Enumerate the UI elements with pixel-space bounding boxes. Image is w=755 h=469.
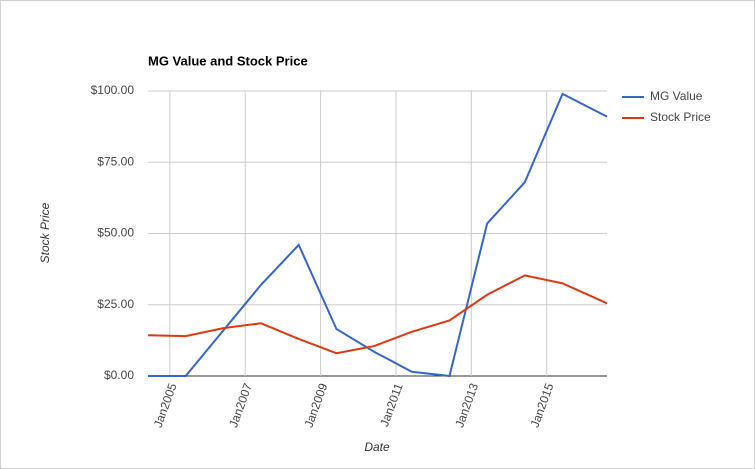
- data-line: [147, 274, 608, 355]
- legend-label: Stock Price: [650, 110, 711, 124]
- x-axis-title: Date: [364, 440, 390, 454]
- chart-title: MG Value and Stock Price: [148, 53, 308, 68]
- legend-label: MG Value: [650, 89, 703, 103]
- y-tick-label: $0.00: [104, 368, 134, 382]
- data-line: [148, 92, 608, 378]
- y-axis-title: Stock Price: [38, 202, 52, 263]
- y-tick-label: $75.00: [97, 154, 134, 168]
- y-tick-label: $100.00: [91, 83, 135, 97]
- y-tick-label: $50.00: [97, 226, 134, 240]
- y-tick-label: $25.00: [97, 297, 134, 311]
